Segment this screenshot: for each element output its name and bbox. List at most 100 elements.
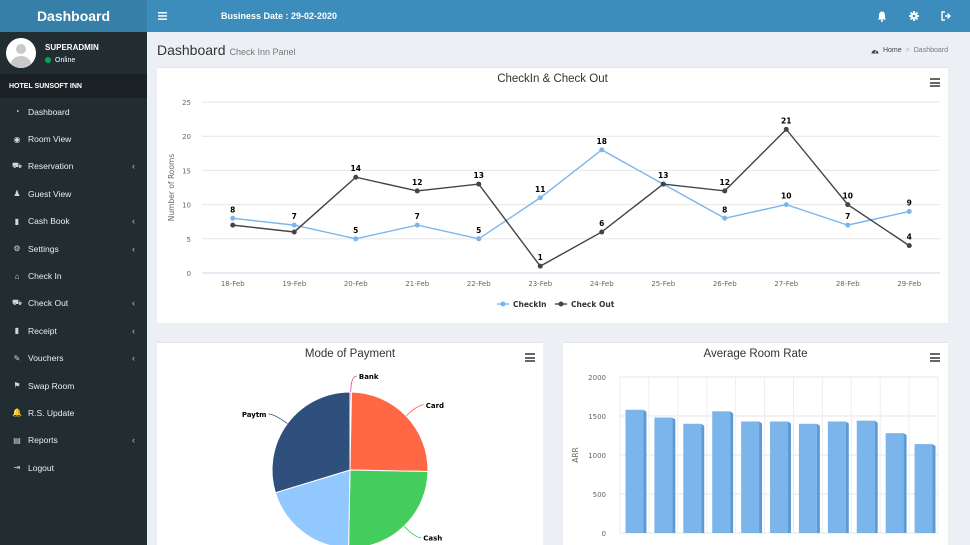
data-point xyxy=(291,222,297,228)
menu-icon xyxy=(157,12,167,20)
data-point xyxy=(722,188,728,194)
bar xyxy=(798,423,817,533)
cart-icon: ⛟ xyxy=(11,298,23,308)
gear-icon[interactable] xyxy=(908,10,920,22)
x-tick-label: 27-Feb xyxy=(774,280,798,288)
bar-side xyxy=(730,411,734,533)
data-label: 21 xyxy=(781,116,791,125)
sidebar-item-label: Settings xyxy=(28,243,59,254)
y-tick-label: 20 xyxy=(182,133,191,141)
online-dot-icon xyxy=(45,57,51,63)
y-tick-label: 500 xyxy=(593,491,606,499)
sidebar-item-label: Vouchers xyxy=(28,353,64,364)
pie-connector xyxy=(268,413,288,424)
pie-label: Paytm xyxy=(242,411,267,419)
eye-icon: ◉ xyxy=(13,134,21,144)
legend-item: CheckIn xyxy=(513,300,547,309)
breadcrumb-home[interactable]: Home xyxy=(882,47,902,54)
person-icon: ♟ xyxy=(13,189,21,199)
sidebar-item-logout[interactable]: ⇥ Logout xyxy=(0,454,147,481)
bar-chart: 0 500 1000 1500 2000 ARR xyxy=(571,374,939,538)
pie-label: Card xyxy=(426,402,444,410)
avatar xyxy=(6,38,36,68)
chart-menu-button[interactable] xyxy=(930,78,940,87)
bar xyxy=(770,421,788,533)
sidebar-item-r-s-update[interactable]: 🔔 R.S. Update xyxy=(0,399,147,426)
data-label: 10 xyxy=(781,192,791,201)
x-tick-label: 24-Feb xyxy=(590,280,614,288)
bar-side xyxy=(701,423,705,533)
y-tick-label: 1000 xyxy=(588,452,606,460)
bar-side xyxy=(874,420,878,533)
bar xyxy=(741,421,760,533)
data-label: 8 xyxy=(722,205,727,214)
legend-symbol-dot xyxy=(558,301,564,307)
sidebar-item-reports[interactable]: ▤ Reports ‹ xyxy=(0,427,147,454)
sidebar-item-vouchers[interactable]: ✎ Vouchers ‹ xyxy=(0,345,147,372)
y-tick-label: 0 xyxy=(187,270,191,278)
y-tick-label: 2000 xyxy=(588,374,606,382)
data-label: 1 xyxy=(538,253,543,262)
sidebar-item-label: Guest View xyxy=(28,188,72,199)
legend-symbol-dot xyxy=(500,301,506,307)
sidebar-item-reservation[interactable]: ⛟ Reservation ‹ xyxy=(0,153,147,180)
sidebar-item-label: Receipt xyxy=(28,325,57,336)
chart-icon: ▤ xyxy=(13,435,21,445)
data-point xyxy=(414,188,420,194)
data-point xyxy=(476,181,482,187)
pie-slice-cash xyxy=(348,469,429,545)
bell-icon[interactable] xyxy=(876,10,888,22)
sidebar-item-label: R.S. Update xyxy=(28,407,75,418)
room-rate-box: Average Room Rate 0 500 1000 1500 2000 ARR xyxy=(563,342,948,545)
series-line-checkin xyxy=(232,149,910,240)
bar xyxy=(683,423,702,533)
sidebar-item-cash-book[interactable]: ▮ Cash Book ‹ xyxy=(0,208,147,235)
sidebar-item-label: Reservation xyxy=(28,161,74,172)
data-point xyxy=(845,202,851,208)
sidebar-item-room-view[interactable]: ◉ Room View xyxy=(0,125,147,152)
data-point xyxy=(353,236,359,242)
sidebar-toggle-button[interactable] xyxy=(147,0,177,32)
book-icon: ▮ xyxy=(14,216,20,226)
y-tick-label: 10 xyxy=(182,202,191,210)
x-tick-label: 26-Feb xyxy=(713,280,737,288)
chevron-left-icon: ‹ xyxy=(132,243,135,254)
chart-menu-button[interactable] xyxy=(930,353,940,362)
sidebar-item-receipt[interactable]: ▮ Receipt ‹ xyxy=(0,317,147,344)
chart-menu-button[interactable] xyxy=(525,353,535,362)
chevron-left-icon: ‹ xyxy=(132,298,135,309)
data-point xyxy=(476,236,482,242)
sidebar-item-label: Logout xyxy=(28,462,54,473)
pie-slice-credit xyxy=(274,469,351,545)
pie-label: Bank xyxy=(359,373,379,381)
chevron-left-icon: ‹ xyxy=(132,353,135,364)
data-point xyxy=(660,181,666,187)
sidebar-item-settings[interactable]: ⚙ Settings ‹ xyxy=(0,235,147,262)
bar xyxy=(625,409,644,533)
dashboard-icon xyxy=(871,49,879,54)
sidebar-item-swap-room[interactable]: ⚑ Swap Room xyxy=(0,372,147,399)
app-logo[interactable]: Dashboard xyxy=(0,0,147,32)
page-title: Dashboard Check Inn Panel xyxy=(157,42,296,58)
sidebar-item-check-out[interactable]: ⛟ Check Out ‹ xyxy=(0,290,147,317)
bar-side xyxy=(932,444,936,533)
sign-out-icon[interactable] xyxy=(940,10,952,22)
sidebar-item-label: Room View xyxy=(28,134,72,145)
data-label: 12 xyxy=(720,178,730,187)
bar xyxy=(885,433,904,533)
x-tick-label: 29-Feb xyxy=(897,280,921,288)
sidebar-item-guest-view[interactable]: ♟ Guest View xyxy=(0,180,147,207)
data-label: 5 xyxy=(476,226,481,235)
pie-slice-card xyxy=(349,391,429,472)
sidebar-item-dashboard[interactable]: ◔ Dashboard xyxy=(0,98,147,125)
sidebar-menu: ◔ Dashboard ◉ Room View ⛟ Reservation ‹ ♟ Guest … xyxy=(0,98,147,481)
data-label: 8 xyxy=(230,205,235,214)
top-header: Dashboard Business Date : 29-02-2020 xyxy=(0,0,970,32)
data-label: 10 xyxy=(843,192,853,201)
data-label: 18 xyxy=(597,137,607,146)
line-chart-title: CheckIn & Check Out xyxy=(497,73,608,85)
breadcrumb-current: Dashboard xyxy=(913,47,948,54)
sidebar-item-check-in[interactable]: ⌂ Check In xyxy=(0,262,147,289)
x-tick-label: 28-Feb xyxy=(836,280,860,288)
y-axis-label: Number of Rooms xyxy=(167,154,176,221)
